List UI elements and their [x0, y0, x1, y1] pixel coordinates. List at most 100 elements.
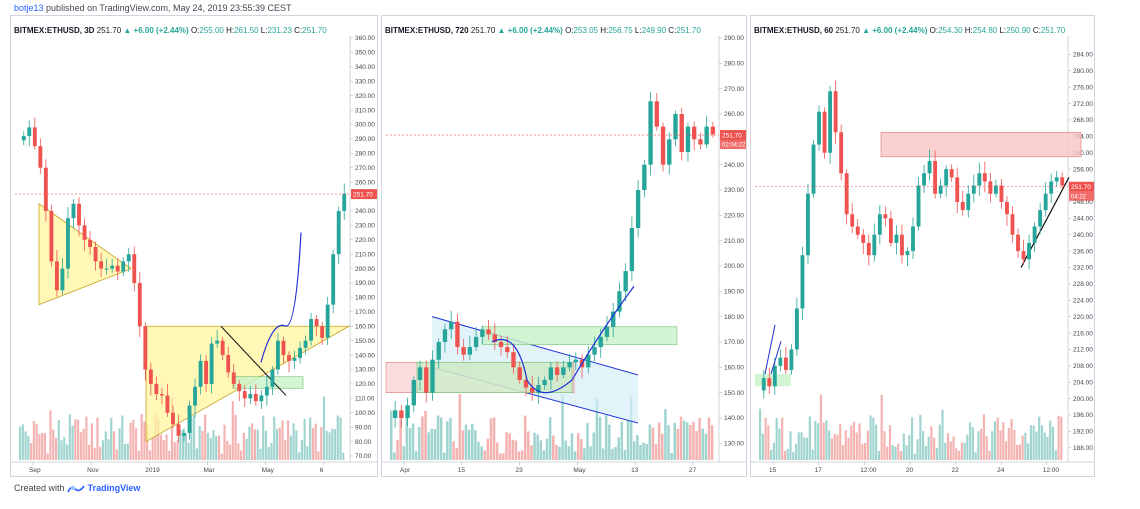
- volume-bar: [980, 428, 983, 460]
- volume-bar: [292, 423, 295, 460]
- volume-bar: [794, 443, 798, 460]
- volume-bar: [654, 444, 658, 460]
- current-price-label: 251.70: [722, 132, 742, 139]
- chart-canvas-3d[interactable]: 70.00 80.00 90.00 100.00 110.00 120.00 130.00 1…: [11, 16, 377, 476]
- volume-bar: [182, 430, 185, 460]
- volume-bar: [991, 431, 994, 460]
- volume-bar: [781, 417, 784, 460]
- volume-bar: [667, 425, 670, 460]
- volume-bar: [418, 427, 421, 460]
- x-tick-label: 12:00: [1043, 467, 1060, 474]
- y-tick-label: 260.00: [724, 111, 744, 118]
- volume-bar: [552, 435, 555, 460]
- y-tick-label: 160.00: [355, 323, 375, 330]
- volume-bar: [342, 452, 345, 460]
- volume-bar: [273, 416, 276, 460]
- volume-bar: [195, 448, 198, 460]
- volume-bar: [701, 428, 705, 460]
- candle-body: [1005, 201, 1009, 215]
- volume-bar: [173, 442, 176, 460]
- volume-bar: [676, 428, 680, 460]
- volume-bar: [278, 427, 281, 460]
- volume-bar: [982, 414, 986, 460]
- volume-bar: [1013, 429, 1016, 460]
- volume-bar: [767, 425, 770, 460]
- y-tick-label: 192.00: [1073, 429, 1093, 436]
- author-link[interactable]: botje13: [14, 3, 44, 13]
- candle-body: [598, 336, 603, 348]
- candle-body: [861, 234, 866, 243]
- candle-body: [623, 271, 628, 292]
- volume-bar: [952, 436, 955, 460]
- volume-bar: [248, 426, 251, 460]
- y-tick-label: 240.00: [1073, 232, 1093, 239]
- y-tick-label: 290.00: [355, 136, 375, 143]
- candle-body: [1043, 193, 1048, 211]
- chart-panel-720[interactable]: BITMEX:ETHUSD, 720 251.70 ▲ +6.00 (+2.44…: [381, 15, 747, 477]
- volume-bar: [949, 441, 952, 460]
- y-tick-label: 180.00: [355, 295, 375, 302]
- volume-bar: [692, 421, 695, 460]
- chart-canvas-60[interactable]: 188.00 192.00 196.00 200.00 204.00 208.00 212.…: [751, 16, 1094, 476]
- volume-bar: [405, 417, 409, 460]
- x-tick-label: 12:00: [860, 467, 877, 474]
- volume-bar: [104, 431, 107, 460]
- volume-bar: [1054, 450, 1057, 460]
- candle-body: [761, 378, 766, 391]
- volume-bar: [458, 394, 462, 460]
- volume-bar: [611, 448, 614, 460]
- volume-bar: [408, 428, 412, 460]
- volume-bar: [135, 428, 138, 460]
- chart-title-720: BITMEX:ETHUSD, 720 251.70 ▲ +6.00 (+2.44…: [385, 26, 701, 35]
- tradingview-brand-link[interactable]: TradingView: [87, 483, 141, 493]
- volume-bar: [209, 438, 212, 460]
- candle-body: [342, 193, 347, 211]
- volume-bar: [880, 394, 883, 460]
- resistance-zone: [880, 131, 1082, 158]
- y-tick-label: 360.00: [355, 35, 375, 42]
- volume-bar: [300, 439, 303, 460]
- volume-bar: [899, 451, 903, 460]
- candle-body: [198, 360, 203, 387]
- support-zone: [232, 376, 304, 389]
- volume-bar: [698, 418, 701, 460]
- volume-bar: [336, 415, 339, 460]
- volume-bar: [143, 421, 146, 460]
- volume-bar: [483, 450, 486, 460]
- candle-body: [314, 319, 319, 327]
- y-tick-label: 190.00: [724, 289, 744, 296]
- volume-bar: [819, 394, 822, 460]
- volume-bar: [855, 432, 858, 460]
- candle-body: [182, 432, 186, 436]
- volume-bar: [237, 443, 240, 460]
- volume-bar: [19, 426, 22, 460]
- volume-bar: [520, 450, 524, 460]
- chart-canvas-720[interactable]: 130.00 140.00 150.00 160.00 170.00 180.00 190.…: [382, 16, 746, 476]
- candle-body: [561, 367, 566, 375]
- volume-bar: [65, 444, 69, 460]
- chart-panel-3d[interactable]: BITMEX:ETHUSD, 3D 251.70 ▲ +6.00 (+2.44%…: [10, 15, 378, 477]
- candle-body: [461, 347, 466, 355]
- volume-bar: [242, 432, 245, 460]
- volume-bar: [996, 417, 999, 460]
- y-tick-label: 260.00: [1073, 150, 1093, 157]
- volume-bar: [852, 421, 856, 460]
- current-price-tag: [1069, 181, 1094, 192]
- volume-bar: [891, 445, 894, 460]
- publish-info: botje13 published on TradingView.com, Ma…: [14, 3, 292, 13]
- candle-body: [586, 354, 591, 368]
- trendline-blue-1: [764, 324, 776, 375]
- candle-body: [336, 210, 341, 255]
- countdown-label: 02:04:22: [722, 143, 746, 149]
- chart-panel-60[interactable]: BITMEX:ETHUSD, 60 251.70 ▲ +6.00 (+2.44%…: [750, 15, 1095, 477]
- volume-bar: [844, 430, 847, 460]
- volume-bar: [215, 436, 218, 460]
- volume-bar: [1024, 432, 1027, 460]
- volume-bar: [286, 420, 290, 460]
- volume-bar: [402, 446, 405, 460]
- x-tick-label: Mar: [203, 467, 215, 474]
- volume-bar: [206, 432, 210, 460]
- y-tick-label: 240.00: [355, 208, 375, 215]
- candle-body: [794, 308, 799, 350]
- volume-bar: [916, 439, 919, 460]
